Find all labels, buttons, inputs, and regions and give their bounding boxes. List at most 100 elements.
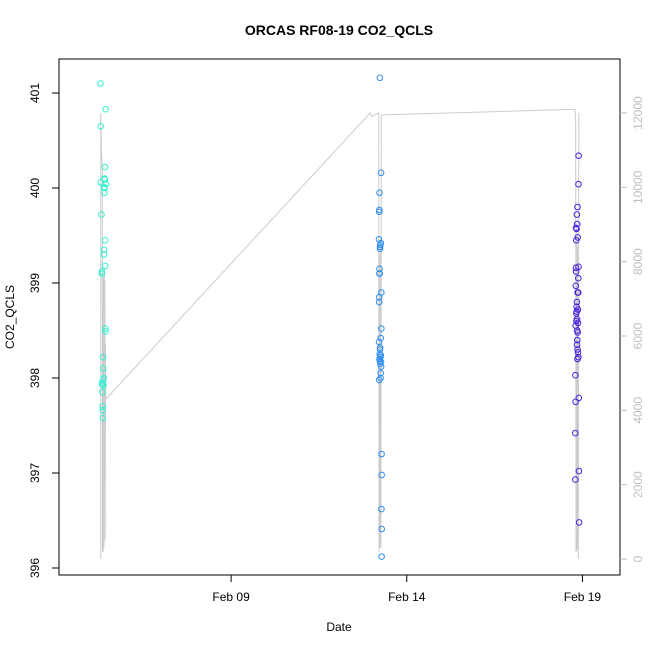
data-point-series-2: [376, 189, 383, 197]
data-point-series-3: [575, 152, 582, 159]
data-point-series-1: [97, 80, 104, 87]
y2-tick-label: 4000: [631, 397, 645, 424]
data-point-series-2: [378, 325, 385, 332]
data-point-series-3: [575, 274, 582, 282]
data-point-series-3: [572, 224, 580, 232]
data-point-series-3: [575, 263, 582, 271]
y-axis: 396 397 398 399 400 401: [28, 83, 59, 578]
x-tick-label: Feb 14: [388, 590, 426, 604]
data-point-series-2: [375, 298, 383, 306]
data-point-series-1: [102, 180, 110, 188]
data-point-series-2: [377, 169, 385, 177]
data-point-series-1: [99, 365, 107, 372]
points-layer: [97, 74, 583, 560]
y2-tick-label: 2000: [631, 471, 645, 498]
data-point-series-1: [99, 388, 106, 396]
data-point-series-1: [99, 353, 107, 361]
data-point-series-1: [101, 176, 109, 183]
data-point-series-3: [572, 371, 579, 379]
data-point-series-2: [376, 344, 384, 351]
y2-tick-label: 12000: [631, 96, 645, 130]
data-point-series-3: [573, 315, 581, 323]
data-point-series-1: [99, 414, 107, 422]
data-point-series-3: [572, 476, 579, 483]
data-point-series-3: [575, 353, 582, 361]
y2-tick-label: 6000: [631, 322, 645, 349]
data-point-series-2: [377, 374, 384, 382]
data-point-series-3: [574, 346, 581, 353]
data-point-series-3: [574, 306, 582, 313]
data-point-series-1: [100, 374, 107, 382]
data-point-series-2: [378, 471, 386, 479]
data-point-series-2: [378, 450, 385, 458]
data-point-series-1: [101, 189, 108, 197]
data-point-series-2: [378, 289, 385, 296]
data-point-series-3: [574, 336, 581, 344]
y2-axis: 0 2000 4000 6000 8000 10000 12000: [620, 96, 645, 562]
data-point-series-3: [574, 289, 581, 296]
data-point-series-1: [102, 328, 109, 335]
x-tick-label: Feb 19: [564, 590, 602, 604]
x-axis-label: Date: [326, 620, 352, 634]
data-point-series-2: [377, 239, 385, 247]
data-point-series-3: [574, 234, 582, 241]
data-point-series-3: [573, 220, 581, 228]
y-tick-label: 396: [28, 558, 42, 578]
y-tick-label: 401: [28, 83, 42, 103]
data-point-series-3: [575, 467, 583, 475]
data-point-series-3: [574, 329, 582, 336]
data-point-series-3: [574, 349, 582, 356]
data-point-series-2: [377, 334, 385, 342]
data-point-series-1: [98, 211, 105, 218]
data-point-series-2: [376, 74, 384, 82]
data-point-series-1: [101, 237, 109, 244]
y2-tick-label: 0: [631, 555, 645, 562]
data-point-series-2: [378, 553, 385, 560]
data-point-series-2: [375, 236, 383, 243]
y2-tick-label: 8000: [631, 248, 645, 275]
data-point-series-3: [574, 203, 581, 211]
data-point-series-1: [99, 407, 106, 414]
data-point-series-2: [375, 376, 383, 384]
data-point-series-3: [575, 519, 583, 526]
y-tick-label: 398: [28, 368, 42, 388]
x-axis: Feb 09 Feb 14 Feb 19: [212, 575, 601, 604]
data-point-series-2: [378, 525, 386, 533]
secondary-line: [100, 108, 580, 560]
data-point-series-2: [377, 351, 385, 359]
data-point-series-3: [573, 298, 581, 306]
data-point-series-1: [100, 251, 108, 258]
data-point-series-1: [99, 403, 106, 410]
data-point-series-3: [574, 319, 582, 327]
y-tick-label: 400: [28, 178, 42, 198]
data-point-series-1: [100, 382, 107, 389]
data-point-series-3: [573, 211, 581, 218]
data-point-series-1: [102, 325, 109, 332]
data-point-series-2: [376, 206, 383, 214]
x-tick-label: Feb 09: [212, 590, 250, 604]
data-point-series-1: [99, 381, 106, 388]
y2-tick-label: 10000: [631, 170, 645, 204]
secondary-line-layer: [100, 108, 580, 560]
data-point-series-2: [377, 363, 385, 370]
data-point-series-1: [100, 246, 108, 253]
data-point-series-3: [575, 394, 583, 402]
chart-title: ORCAS RF08-19 CO2_QCLS: [245, 22, 433, 38]
y-tick-label: 399: [28, 273, 42, 293]
data-point-series-1: [101, 163, 109, 171]
data-point-series-2: [376, 270, 384, 277]
data-point-series-1: [101, 184, 108, 192]
data-point-series-1: [98, 270, 106, 277]
data-point-series-3: [572, 398, 579, 406]
data-point-series-2: [378, 505, 385, 513]
data-point-series-1: [102, 105, 109, 113]
data-point-series-2: [377, 358, 385, 366]
data-point-series-3: [572, 429, 579, 437]
data-point-series-2: [377, 369, 385, 377]
plot-frame: [58, 58, 621, 576]
data-point-series-2: [376, 351, 384, 358]
data-point-series-1: [97, 123, 104, 130]
y-axis-label: CO2_QCLS: [3, 285, 17, 349]
data-point-series-1: [101, 262, 109, 270]
